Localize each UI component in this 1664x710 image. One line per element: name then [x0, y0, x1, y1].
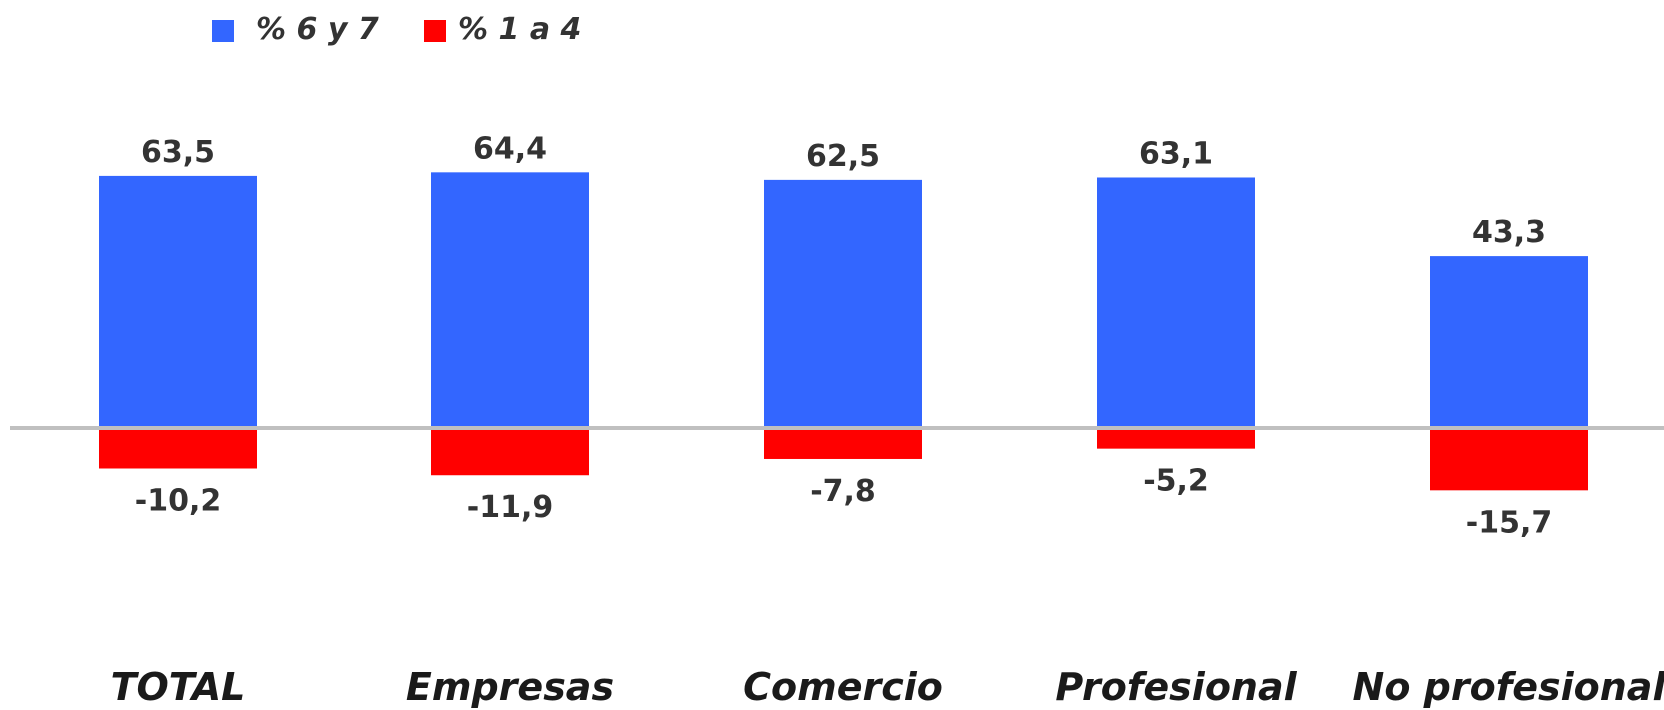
- data-label-positive-2: 62,5: [806, 139, 880, 174]
- data-label-negative-3: -5,2: [1143, 464, 1209, 499]
- bar-negative-3: [1097, 428, 1255, 449]
- bar-negative-1: [431, 428, 589, 476]
- data-label-negative-2: -7,8: [810, 474, 876, 509]
- category-label-4: No profesional: [1353, 665, 1664, 709]
- data-label-positive-0: 63,5: [141, 135, 215, 170]
- category-labels: TOTAL Empresas Comercio Profesional No profe…: [111, 665, 1664, 709]
- bar-negative-0: [99, 428, 257, 469]
- data-label-positive-4: 43,3: [1472, 215, 1546, 250]
- legend-label-series-1: % 6 y 7: [256, 12, 379, 47]
- data-label-positive-3: 63,1: [1139, 136, 1213, 171]
- data-label-positive-1: 64,4: [473, 131, 547, 166]
- bar-positive-3: [1097, 177, 1255, 428]
- legend-swatch-series-1: [212, 20, 234, 42]
- data-labels: 63,5 -10,2 64,4 -11,9 62,5 -7,8 63,1 -5,2 43,3 -1…: [135, 131, 1552, 540]
- category-label-0: TOTAL: [111, 665, 246, 709]
- legend-label-series-2: % 1 a 4: [458, 12, 581, 47]
- legend-swatch-series-2: [424, 20, 446, 42]
- category-label-3: Profesional: [1055, 665, 1297, 709]
- bars: [99, 172, 1588, 491]
- bar-positive-4: [1430, 256, 1588, 428]
- bar-positive-2: [764, 179, 922, 428]
- bar-positive-1: [431, 172, 589, 428]
- category-label-2: Comercio: [743, 665, 943, 709]
- bar-negative-2: [764, 428, 922, 459]
- legend: % 6 y 7 % 1 a 4: [212, 12, 581, 47]
- bar-negative-4: [1430, 428, 1588, 491]
- bar-positive-0: [99, 175, 257, 428]
- data-label-negative-0: -10,2: [135, 483, 221, 518]
- data-label-negative-1: -11,9: [467, 490, 553, 525]
- data-label-negative-4: -15,7: [1466, 505, 1552, 540]
- category-label-1: Empresas: [406, 665, 614, 709]
